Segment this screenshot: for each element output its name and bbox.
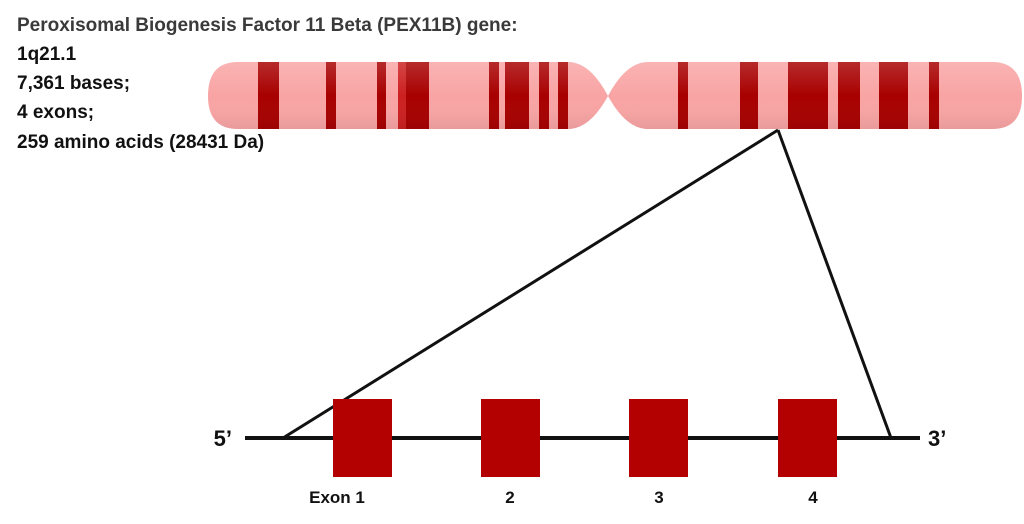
chromosome-shading bbox=[208, 62, 1022, 129]
zoom-triangle bbox=[282, 128, 893, 440]
five-prime-label: 5’ bbox=[214, 426, 232, 451]
exon-label-1: Exon 1 bbox=[309, 488, 365, 507]
gene-protein: 259 amino acids (28431 Da) bbox=[17, 132, 265, 153]
exon-2 bbox=[481, 399, 540, 477]
zoom-line-right bbox=[776, 129, 893, 439]
exon-label-2: 2 bbox=[505, 488, 514, 507]
gene-exon-count: 4 exons; bbox=[17, 102, 95, 123]
gene-bases: 7,361 bases; bbox=[17, 73, 131, 94]
chromosome-bands bbox=[208, 62, 1022, 129]
gene-title: Peroxisomal Biogenesis Factor 11 Beta (P… bbox=[17, 15, 518, 36]
exon-label-3: 3 bbox=[654, 488, 663, 507]
exon-label-4: 4 bbox=[808, 488, 818, 507]
exon-1 bbox=[333, 399, 392, 477]
gene-location: 1q21.1 bbox=[17, 44, 77, 65]
exon-3 bbox=[629, 399, 688, 477]
three-prime-label: 3’ bbox=[928, 426, 946, 451]
zoom-line-left bbox=[282, 128, 779, 440]
gene-structure: 5’ 3’ Exon 1 2 3 4 bbox=[214, 399, 946, 507]
chromosome-1 bbox=[208, 62, 1022, 129]
exon-4 bbox=[778, 399, 837, 477]
